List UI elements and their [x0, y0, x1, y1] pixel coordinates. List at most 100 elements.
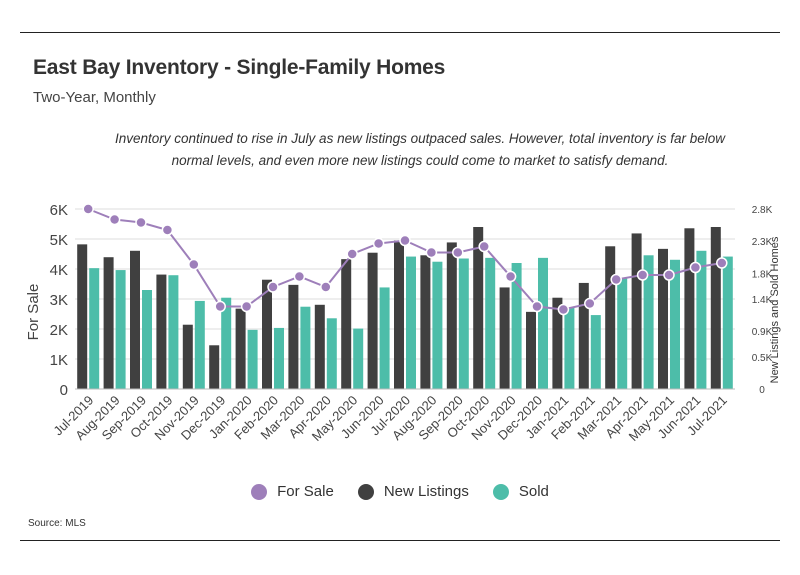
bar-new-listings — [526, 311, 536, 389]
bar-sold — [485, 257, 496, 389]
y-axis-label-right: New Listings and Sold Homes — [769, 236, 781, 383]
bar-new-listings — [130, 250, 140, 389]
point-for-sale — [557, 303, 570, 316]
bar-new-listings — [605, 246, 616, 389]
point-for-sale — [214, 300, 226, 313]
y-tick-label-left: 0 — [60, 382, 68, 399]
legend-label-for-sale: For Sale — [277, 483, 334, 500]
bar-sold — [458, 258, 469, 389]
bar-sold — [274, 327, 284, 389]
bar-new-listings — [578, 282, 589, 389]
point-for-sale — [478, 240, 490, 253]
point-for-sale — [610, 273, 622, 286]
y-tick-label-left: 6K — [50, 202, 68, 219]
top-rule — [20, 32, 780, 33]
bar-new-listings — [103, 257, 114, 389]
bar-sold — [617, 278, 628, 389]
bar-new-listings — [209, 345, 220, 389]
bar-sold — [353, 328, 364, 389]
bar-new-listings — [658, 248, 668, 389]
bar-sold — [643, 255, 654, 389]
point-for-sale — [689, 261, 702, 274]
point-for-sale — [425, 246, 438, 259]
chart-annotation: Inventory continued to rise in July as n… — [114, 131, 726, 168]
point-for-sale — [663, 269, 675, 281]
bar-sold — [194, 300, 205, 389]
bar-sold — [590, 315, 601, 389]
bar-new-listings — [394, 240, 404, 389]
bar-sold — [722, 256, 733, 389]
bar-sold — [670, 259, 680, 389]
bar-new-listings — [314, 304, 325, 389]
legend-item-new-listings: New Listings — [357, 483, 469, 500]
bar-sold — [221, 297, 232, 389]
y-tick-label-right: 1.4K — [752, 295, 773, 306]
bar-new-listings — [446, 242, 457, 389]
bar-new-listings — [499, 287, 510, 389]
legend-label-new-listings: New Listings — [383, 483, 469, 500]
bar-new-listings — [420, 255, 431, 389]
bar-new-listings — [684, 228, 695, 389]
bar-new-listings — [552, 297, 563, 389]
y-tick-label-left: 1K — [50, 352, 68, 369]
point-for-sale — [346, 248, 358, 260]
bar-new-listings — [156, 274, 167, 389]
legend-item-for-sale: For Sale — [251, 483, 334, 500]
chart-subtitle: Two-Year, Monthly — [33, 89, 156, 106]
legend-label-sold: Sold — [518, 483, 549, 500]
bar-sold — [406, 256, 416, 389]
bar-sold — [115, 270, 126, 389]
legend-swatch-for-sale — [251, 483, 268, 500]
bar-new-listings — [473, 227, 484, 389]
point-for-sale — [584, 297, 596, 310]
y-tick-label-left: 4K — [50, 262, 68, 279]
bar-sold — [247, 329, 258, 389]
y-tick-label-right: 0.9K — [752, 327, 773, 338]
y-tick-label-right: 1.8K — [752, 269, 773, 280]
bar-sold — [564, 307, 575, 389]
bar-sold — [538, 257, 548, 389]
point-for-sale — [320, 281, 332, 293]
bar-new-listings — [235, 308, 246, 389]
bar-sold — [142, 290, 152, 389]
y-tick-label-right: 2.3K — [752, 237, 773, 248]
point-for-sale — [399, 234, 411, 247]
bar-layer — [77, 227, 733, 389]
y-tick-label-right: 0 — [759, 385, 765, 396]
bar-new-listings — [262, 279, 272, 389]
point-for-sale — [267, 281, 279, 293]
point-for-sale — [108, 213, 121, 226]
y-tick-label-right: 2.8K — [752, 205, 773, 216]
y-axis-label-left: For Sale — [25, 284, 42, 341]
point-for-sale — [82, 203, 94, 215]
point-for-sale — [504, 270, 517, 283]
point-for-sale — [161, 224, 174, 236]
y-tick-label-left: 3K — [50, 292, 68, 309]
bar-new-listings — [367, 252, 378, 389]
bar-sold — [89, 268, 100, 389]
point-for-sale — [240, 300, 253, 313]
point-for-sale — [372, 237, 385, 250]
bar-new-listings — [182, 324, 193, 389]
bar-new-listings — [710, 227, 721, 389]
point-for-sale — [135, 216, 147, 229]
bar-sold — [168, 275, 179, 389]
source-note: Source: MLS — [28, 518, 86, 529]
legend-item-sold: Sold — [492, 483, 549, 500]
point-for-sale — [452, 246, 464, 259]
bar-new-listings — [288, 284, 299, 389]
point-for-sale — [531, 300, 543, 313]
legend-swatch-sold — [492, 483, 509, 500]
line-layer — [82, 203, 728, 316]
legend: For Sale New Listings Sold — [0, 483, 800, 500]
bottom-rule — [20, 540, 780, 541]
point-for-sale — [636, 269, 649, 281]
bar-new-listings — [77, 244, 88, 389]
chart-title: East Bay Inventory - Single-Family Homes — [33, 56, 446, 79]
bar-new-listings — [631, 233, 642, 389]
y-tick-label-right: 0.5K — [752, 353, 773, 364]
bar-sold — [511, 263, 522, 389]
y-tick-label-left: 2K — [50, 322, 68, 339]
bar-sold — [300, 306, 311, 389]
